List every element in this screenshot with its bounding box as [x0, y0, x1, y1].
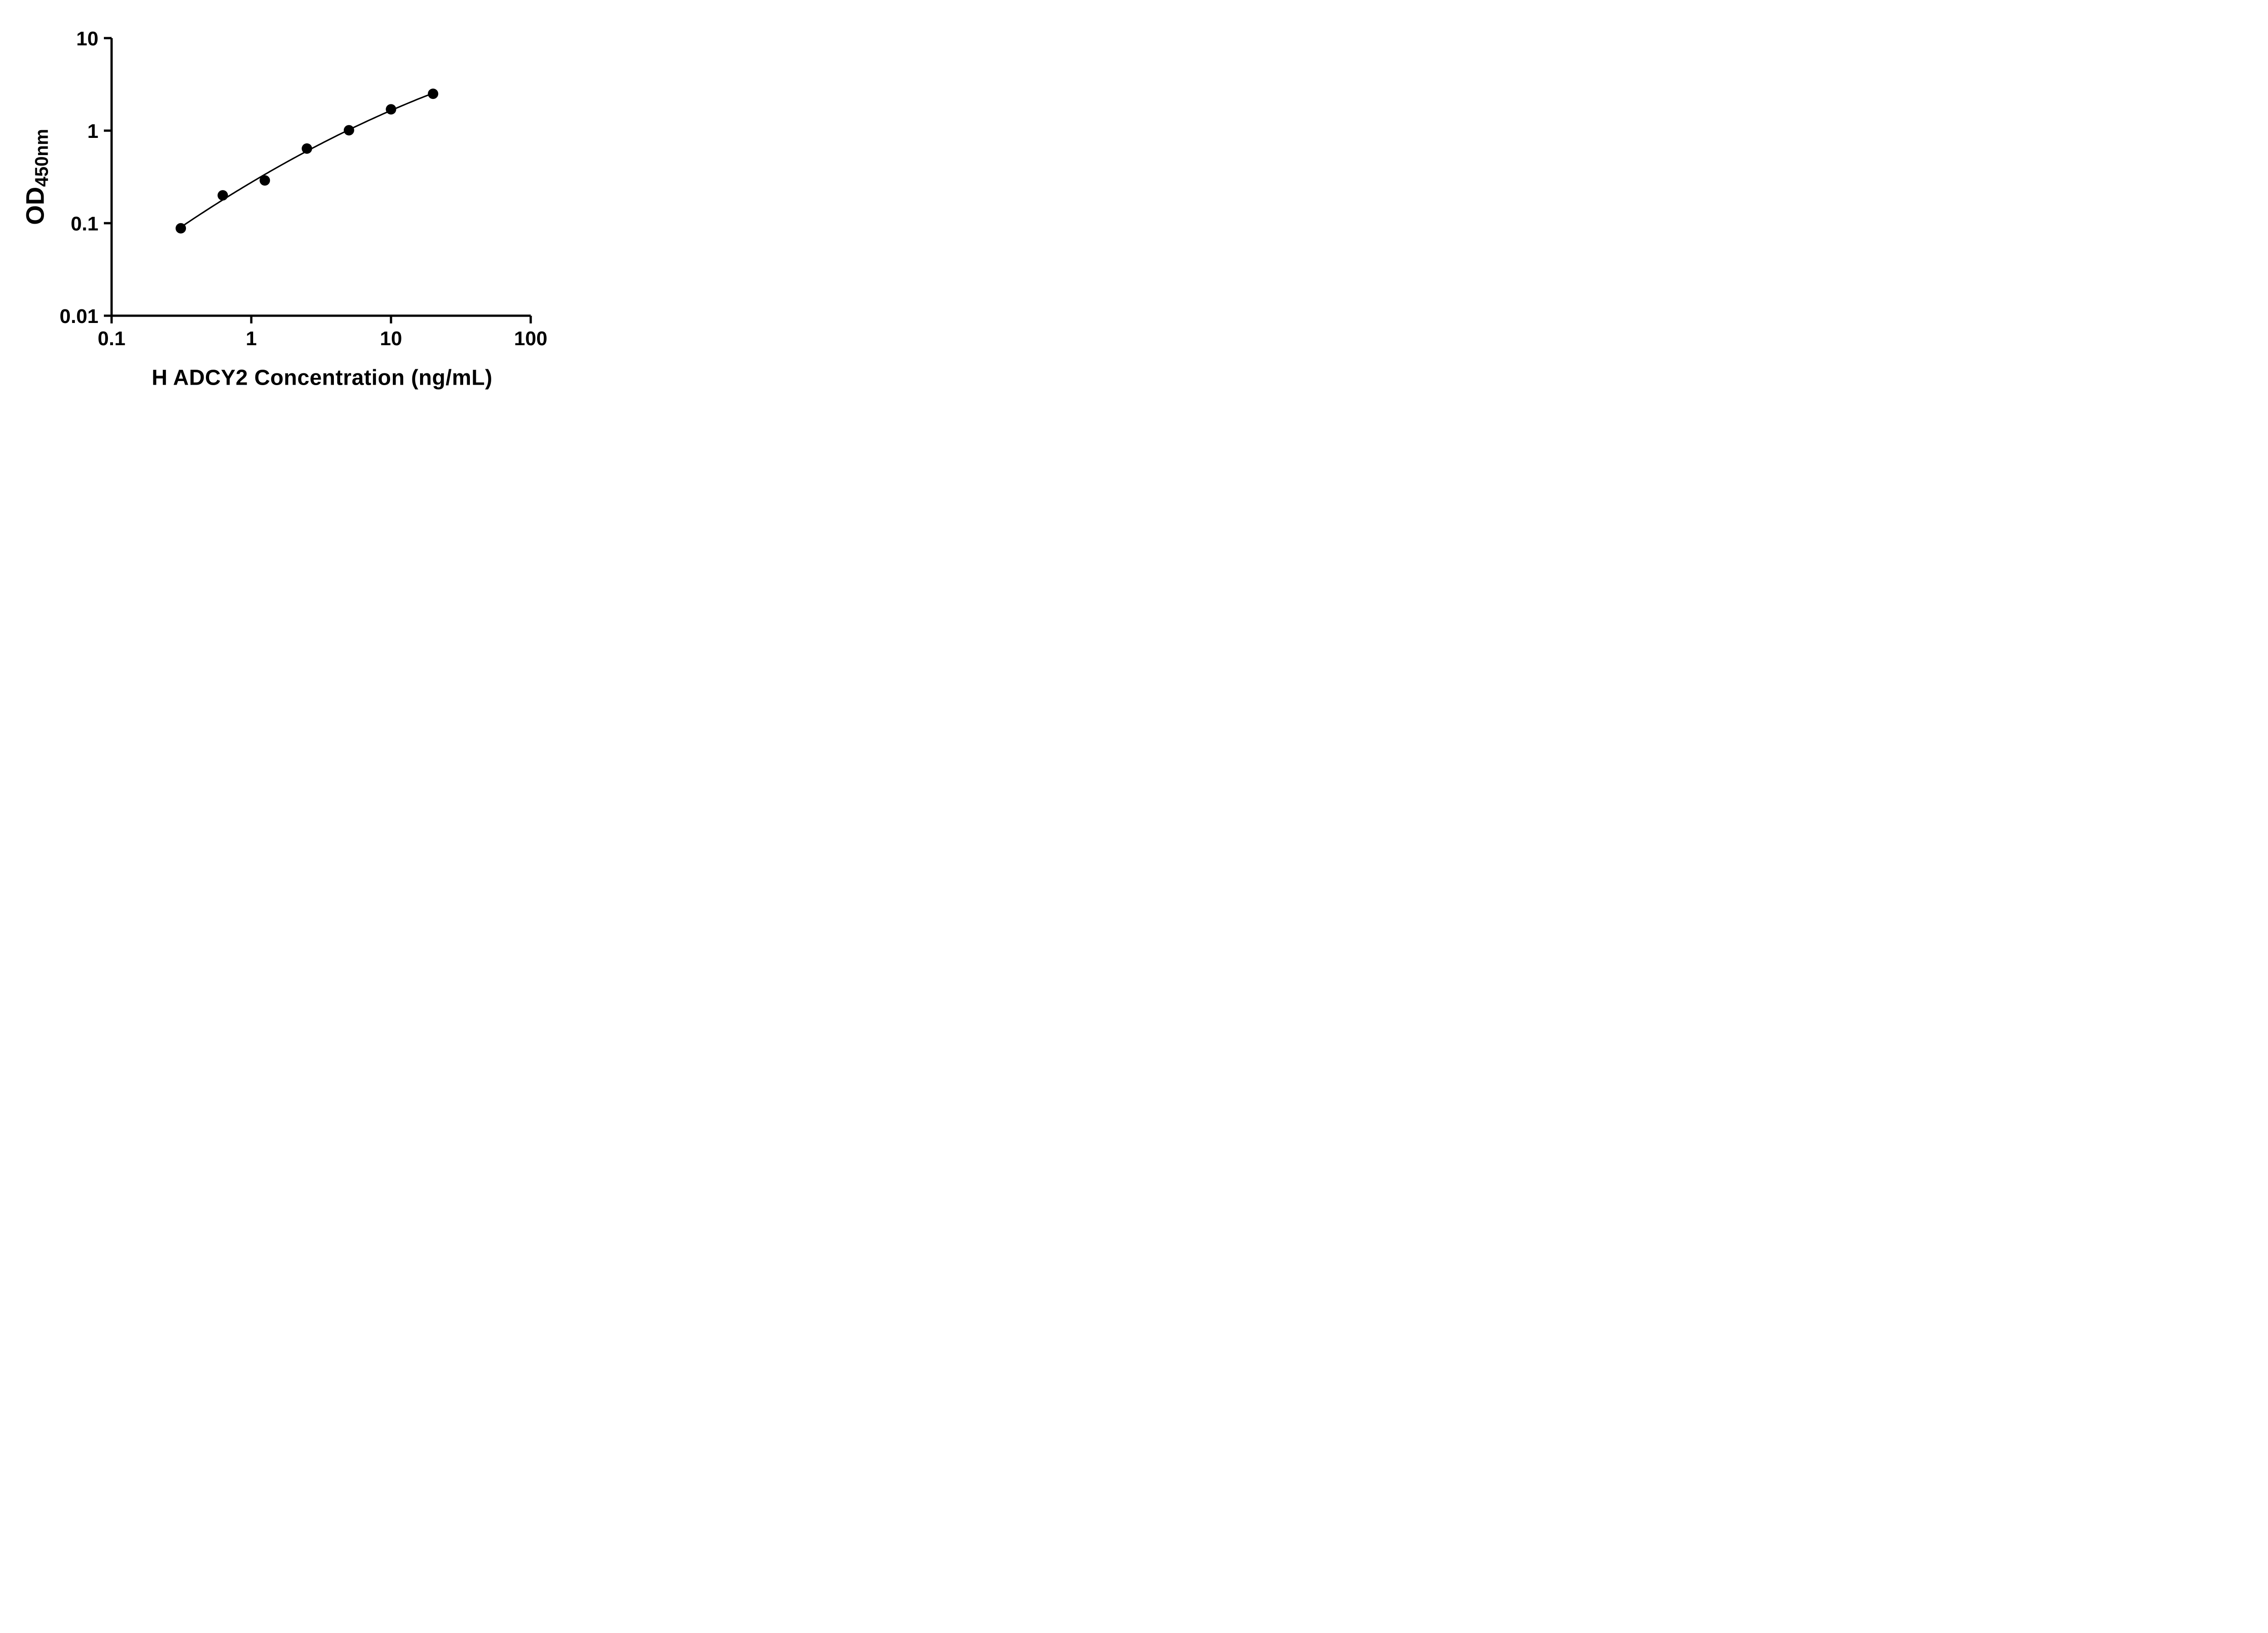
x-axis-title: H ADCY2 Concentration (ng/mL): [152, 366, 493, 390]
axis-frame: [110, 38, 531, 317]
data-point-marker: [302, 143, 313, 154]
elisa-standard-curve-figure: 0.1 1 10 100 0.01 0.1 1 10 OD450nm H ADCY2 Conc…: [0, 0, 583, 408]
x-tick-label: 1: [246, 328, 257, 350]
fit-curve-line: [180, 92, 434, 228]
data-point-marker: [217, 190, 228, 201]
data-point-marker: [176, 223, 186, 234]
y-tick-label: 10: [76, 28, 98, 50]
x-tick-label: 0.1: [98, 328, 125, 350]
y-tick-label: 0.1: [71, 213, 98, 235]
data-point-marker: [259, 175, 270, 186]
data-point-marker: [386, 104, 396, 115]
data-point-marker: [428, 88, 439, 99]
y-axis-title-main: OD: [20, 186, 49, 225]
data-point-marker: [343, 125, 354, 136]
y-axis-title: OD450nm: [20, 129, 53, 225]
y-tick-label: 1: [88, 120, 98, 142]
y-axis-title-subscript: 450nm: [31, 129, 52, 187]
y-tick-label: 0.01: [59, 305, 98, 328]
x-tick-label: 100: [514, 328, 547, 350]
x-tick-label: 10: [380, 328, 402, 350]
